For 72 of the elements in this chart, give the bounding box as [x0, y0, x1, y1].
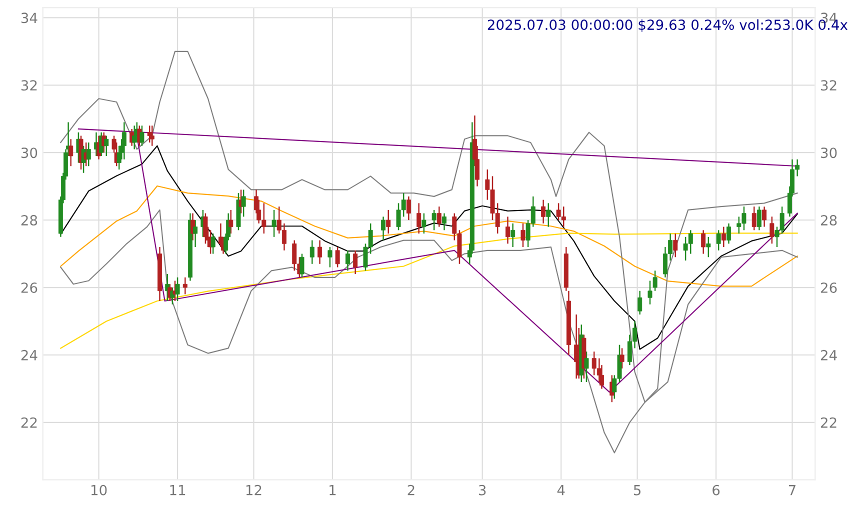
y-tick-label: 30 — [21, 148, 38, 158]
candlestick — [381, 216, 386, 241]
candlestick — [345, 250, 350, 272]
candlestick — [193, 219, 198, 248]
candlestick — [541, 199, 546, 224]
y-tick-label: 32 — [21, 80, 37, 91]
candlestick — [726, 222, 731, 244]
x-tick-label: 6 — [712, 484, 720, 496]
candlestick — [228, 209, 234, 234]
candlestick — [104, 135, 109, 157]
y2-tick-label: 26 — [820, 282, 837, 293]
candlestick — [318, 240, 322, 265]
candlestick — [292, 240, 297, 272]
y-tick-label: 34 — [21, 12, 38, 24]
y-tick-label: 24 — [21, 350, 38, 360]
y2-tick-label: 30 — [821, 148, 837, 158]
candlestick — [182, 276, 188, 295]
candlestick — [272, 209, 276, 238]
candlestick — [706, 236, 711, 258]
candlestick — [648, 280, 652, 305]
x-tick-label: 12 — [246, 484, 262, 496]
candlestick — [701, 230, 706, 254]
candlestick — [140, 124, 144, 146]
candlestick — [584, 350, 589, 383]
candlestick — [716, 230, 721, 252]
x-tick-label: 7 — [788, 485, 796, 496]
candlestick — [721, 226, 726, 248]
candlestick — [756, 206, 762, 231]
x-tick-label: 2 — [408, 484, 414, 496]
x-tick-label: 4 — [557, 485, 565, 496]
candlestick — [310, 240, 314, 265]
candlestick — [752, 206, 756, 231]
line-series — [60, 185, 798, 287]
candlestick — [770, 216, 774, 244]
candlestick — [506, 216, 510, 244]
y2-tick-label: 22 — [820, 417, 836, 428]
y-tick-label: 28 — [21, 215, 38, 226]
y2-tick-label: 32 — [821, 80, 836, 91]
candlestick — [203, 212, 208, 244]
candlestick — [546, 202, 551, 228]
candlestick — [432, 209, 436, 231]
x-tick-label: 10 — [91, 484, 107, 496]
candlestick — [300, 253, 304, 278]
x-tick-label: 3 — [478, 484, 486, 496]
candlestick — [416, 202, 422, 234]
y2-tick-label: 24 — [820, 350, 837, 360]
candlestick — [673, 232, 678, 258]
candlestick — [147, 124, 152, 144]
candlestick — [335, 246, 340, 268]
candlestick — [328, 246, 332, 268]
candlestick — [386, 209, 391, 234]
candlestick — [422, 212, 426, 234]
x-tick-label: 5 — [634, 485, 640, 496]
y-tick-label: 22 — [21, 417, 37, 428]
y2-tick-label: 28 — [820, 215, 837, 226]
candlestick — [620, 348, 624, 370]
candlestick — [638, 290, 642, 316]
candlestick — [353, 250, 358, 275]
candlestick — [510, 222, 516, 248]
candlestick — [520, 222, 526, 248]
candlestick — [652, 270, 658, 292]
line-series — [60, 232, 798, 349]
candlestick — [210, 232, 216, 254]
x-tick-label: 11 — [170, 485, 186, 496]
candlestick — [436, 206, 442, 228]
candlestick — [442, 212, 446, 231]
candlestick — [68, 138, 74, 167]
candlestick — [150, 124, 154, 146]
x-tick-label: 1 — [330, 485, 336, 496]
candlestick — [406, 196, 411, 221]
y-tick-label: 26 — [21, 282, 38, 293]
candlestick — [762, 206, 767, 228]
